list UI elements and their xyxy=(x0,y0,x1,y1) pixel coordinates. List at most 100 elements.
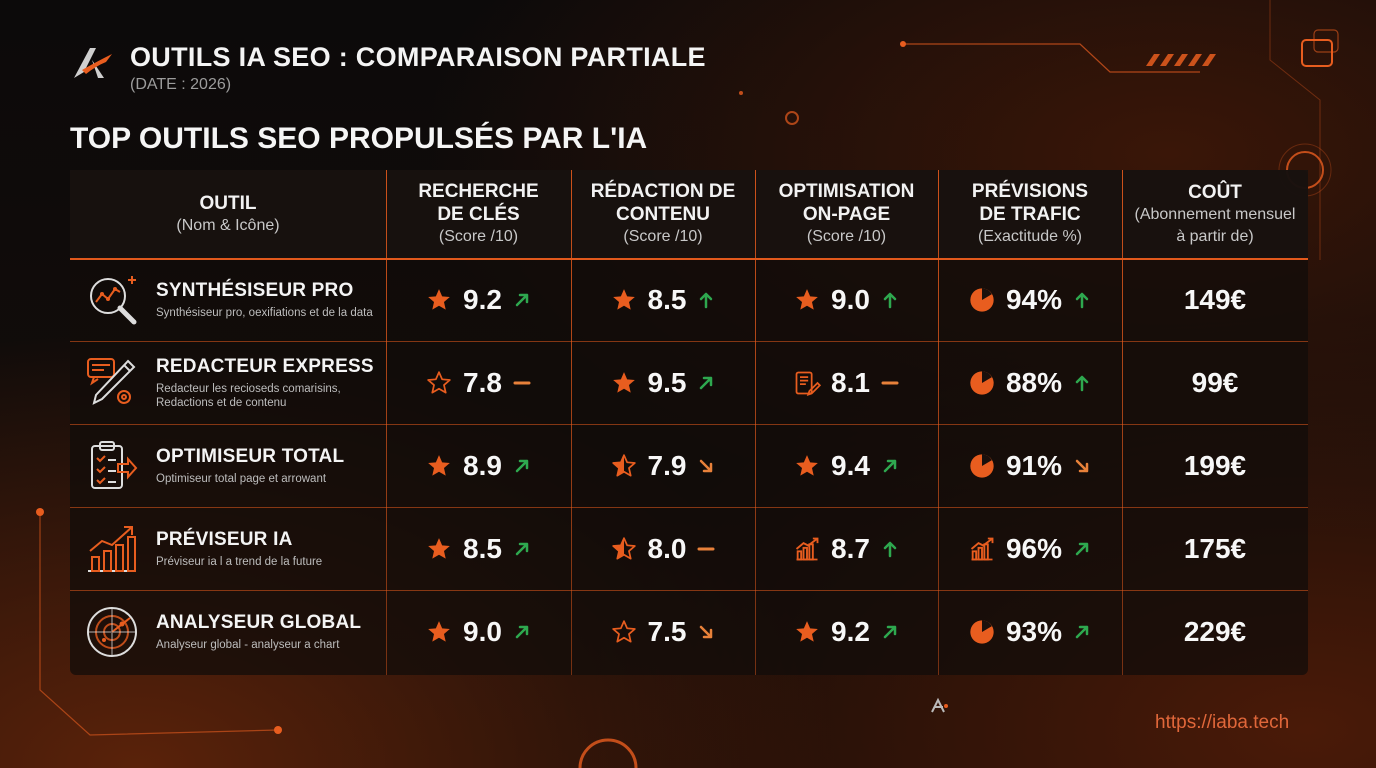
column-divider xyxy=(938,170,939,675)
trend-down-right-icon xyxy=(1072,456,1092,476)
trend-up-icon xyxy=(696,290,716,310)
tool-description: Optimiseur total page et arrowant xyxy=(156,472,327,485)
tool-name: OPTIMISEUR TOTAL xyxy=(156,445,345,467)
cost-value: 175€ xyxy=(1183,532,1247,564)
column-divider xyxy=(1122,170,1123,675)
tool-cell: ANALYSEUR GLOBAL Analyseur global - anal… xyxy=(84,590,384,673)
tool-description: Synthésiseur pro, oexifiations et de la … xyxy=(156,306,373,319)
document-edit-icon xyxy=(793,369,822,397)
radar-icon xyxy=(84,604,140,660)
col-header-onpage: OPTIMISATION ON-PAGE (Score /10) xyxy=(778,181,915,245)
star-filled-icon xyxy=(425,618,453,646)
score-value: 96% xyxy=(1005,532,1063,564)
tool-cell: PRÉVISEUR IA Préviseur ia l a trend de l… xyxy=(84,507,384,590)
score-value: 91% xyxy=(1005,449,1063,481)
bar-chart-icon xyxy=(793,535,821,563)
tool-cell: REDACTEUR EXPRESS Redacteur les reciosed… xyxy=(84,341,384,424)
score-cell: 9.0 xyxy=(755,258,938,341)
trend-flat-icon xyxy=(880,373,900,393)
cost-value: 149€ xyxy=(1183,283,1247,315)
cost-cell: 99€ xyxy=(1122,341,1308,424)
trend-flat-icon xyxy=(512,373,532,393)
score-cell: 9.2 xyxy=(755,590,938,673)
score-cell: 7.9 xyxy=(571,424,755,507)
trend-up-right-icon xyxy=(512,456,532,476)
pie-icon xyxy=(968,286,996,314)
table-row: ANALYSEUR GLOBAL Analyseur global - anal… xyxy=(70,590,1308,673)
star-half-icon xyxy=(610,535,638,563)
tool-name: REDACTEUR EXPRESS xyxy=(156,355,374,377)
star-half-icon xyxy=(610,452,638,480)
row-divider xyxy=(70,507,1308,508)
col-header-content: RÉDACTION DE CONTENU (Score /10) xyxy=(590,181,736,245)
star-filled-icon xyxy=(610,286,638,314)
score-cell: 91% xyxy=(938,424,1122,507)
score-value: 7.9 xyxy=(647,449,687,481)
row-divider xyxy=(70,590,1308,591)
trend-down-right-icon xyxy=(696,622,716,642)
star-filled-icon xyxy=(793,286,821,314)
row-divider xyxy=(70,424,1308,425)
pie-icon xyxy=(968,369,996,397)
score-cell: 8.5 xyxy=(571,258,755,341)
tool-name: ANALYSEUR GLOBAL xyxy=(156,611,362,633)
trend-up-right-icon xyxy=(512,290,532,310)
score-value: 9.4 xyxy=(831,449,870,481)
tool-description: Préviseur ia l a trend de la future xyxy=(156,555,323,568)
score-value: 8.7 xyxy=(831,532,870,564)
score-value: 7.8 xyxy=(463,366,502,398)
star-outline-icon xyxy=(425,369,453,397)
trend-up-icon xyxy=(1072,290,1092,310)
score-value: 8.0 xyxy=(647,532,687,564)
star-outline-icon xyxy=(610,618,638,646)
score-cell: 88% xyxy=(938,341,1122,424)
pie-icon xyxy=(968,452,996,480)
score-cell: 8.1 xyxy=(755,341,938,424)
score-value: 93% xyxy=(1005,615,1063,647)
star-filled-icon xyxy=(425,452,453,480)
table-row: OPTIMISEUR TOTAL Optimiseur total page e… xyxy=(70,424,1308,507)
cost-value: 229€ xyxy=(1183,615,1247,647)
cost-value: 199€ xyxy=(1183,449,1247,481)
score-value: 9.0 xyxy=(831,283,870,315)
table-row: SYNTHÉSISEUR PRO Synthésiseur pro, oexif… xyxy=(70,258,1308,341)
cost-cell: 175€ xyxy=(1122,507,1308,590)
score-value: 9.0 xyxy=(463,615,502,647)
score-cell: 9.0 xyxy=(386,590,571,673)
trend-up-icon xyxy=(1072,373,1092,393)
col-header-keywords: RECHERCHE DE CLÉS (Score /10) xyxy=(418,181,539,245)
table-header: OUTIL (Nom & Icône) RECHERCHE DE CLÉS (S… xyxy=(70,170,1308,260)
column-divider xyxy=(386,170,387,675)
tool-name: PRÉVISEUR IA xyxy=(156,528,293,550)
score-cell: 9.4 xyxy=(755,424,938,507)
table-row: REDACTEUR EXPRESS Redacteur les reciosed… xyxy=(70,341,1308,424)
footer-url-link[interactable]: https://iaba.tech xyxy=(1155,712,1290,733)
score-cell: 8.0 xyxy=(571,507,755,590)
score-value: 8.5 xyxy=(647,283,687,315)
analytics-magnifier-icon xyxy=(84,272,140,328)
star-filled-icon xyxy=(425,535,453,563)
tool-cell: SYNTHÉSISEUR PRO Synthésiseur pro, oexif… xyxy=(84,258,384,341)
pie-icon xyxy=(968,618,996,646)
trend-up-right-icon xyxy=(1072,539,1092,559)
score-value: 9.5 xyxy=(647,366,687,398)
score-cell: 8.5 xyxy=(386,507,571,590)
trend-up-icon xyxy=(880,290,900,310)
column-divider xyxy=(571,170,572,675)
score-value: 7.5 xyxy=(647,615,687,647)
clipboard-checklist-icon xyxy=(84,438,140,494)
score-value: 88% xyxy=(1005,366,1063,398)
star-filled-icon xyxy=(425,286,453,314)
page-header: OUTILS IA SEO : COMPARAISON PARTIALE (DA… xyxy=(70,40,706,94)
page-date: (DATE : 2026) xyxy=(130,76,232,93)
tool-name: SYNTHÉSISEUR PRO xyxy=(156,279,354,301)
growth-chart-icon xyxy=(84,521,140,577)
trend-down-right-icon xyxy=(696,456,716,476)
trend-up-icon xyxy=(880,539,900,559)
tool-cell: OPTIMISEUR TOTAL Optimiseur total page e… xyxy=(84,424,384,507)
tool-description: Analyseur global - analyseur a chart xyxy=(156,638,340,651)
section-title: TOP OUTILS SEO PROPULSÉS PAR L'IA xyxy=(70,122,648,155)
score-cell: 94% xyxy=(938,258,1122,341)
trend-up-right-icon xyxy=(512,539,532,559)
trend-up-right-icon xyxy=(880,456,900,476)
